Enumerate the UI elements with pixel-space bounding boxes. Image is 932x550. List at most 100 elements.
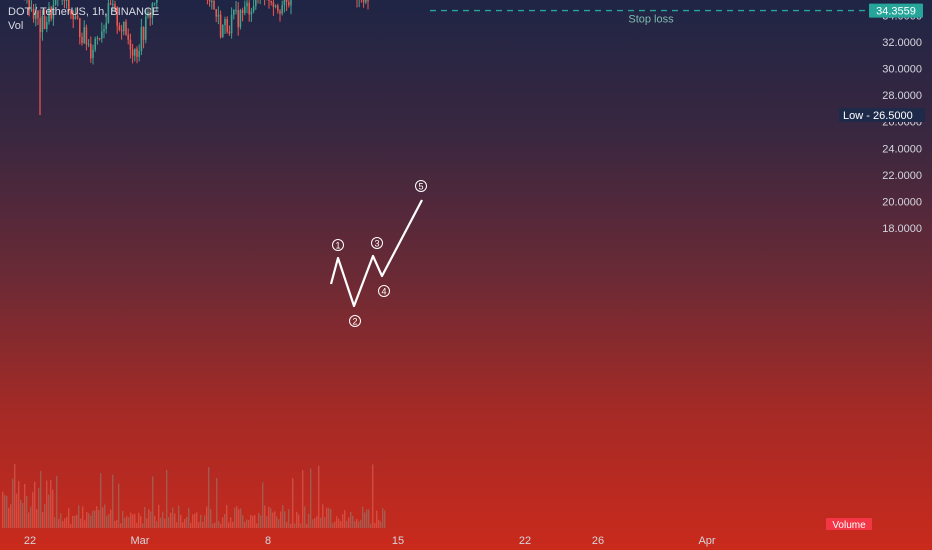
volume-bar	[180, 515, 182, 528]
x-tick-label: Apr	[698, 535, 715, 547]
candle	[255, 0, 257, 7]
volume-bar	[124, 517, 126, 528]
volume-bar	[120, 523, 122, 528]
candle	[90, 43, 92, 59]
volume-bar	[176, 522, 178, 528]
volume-bar	[246, 519, 248, 528]
volume-bar	[222, 517, 224, 528]
candle	[145, 16, 147, 40]
volume-bar	[352, 515, 354, 528]
volume-bar	[252, 516, 254, 528]
volume-bar	[66, 516, 68, 528]
volume-bar	[198, 522, 200, 528]
volume-bar	[136, 522, 138, 528]
volume-bar	[212, 523, 214, 528]
volume-bar	[220, 523, 222, 528]
volume-bar	[210, 508, 212, 528]
volume-bar	[218, 521, 220, 528]
candle	[35, 10, 37, 19]
volume-bar	[344, 510, 346, 528]
volume-bar	[348, 517, 350, 528]
volume-bar	[268, 506, 270, 528]
volume-bar	[206, 506, 208, 528]
volume-bar	[170, 512, 172, 528]
volume-bar	[44, 503, 46, 528]
volume-bar	[274, 511, 276, 528]
volume-bar	[148, 509, 150, 528]
candle	[74, 16, 77, 20]
volume-bar	[88, 513, 90, 528]
candle	[76, 16, 79, 19]
y-tick-label: 18.0000	[882, 223, 922, 235]
wave-label-ring	[378, 285, 390, 297]
volume-bar	[302, 470, 304, 528]
volume-bar	[196, 512, 198, 528]
volume-legend: Vol	[8, 20, 24, 32]
volume-bar	[194, 513, 196, 528]
volume-bar	[110, 509, 112, 528]
symbol-title[interactable]: DOT / TetherUS, 1h, BINANCE	[8, 6, 160, 18]
candle	[107, 3, 110, 23]
volume-bar	[192, 514, 194, 528]
candle	[43, 15, 46, 29]
candle	[68, 0, 70, 12]
candle	[65, 0, 68, 1]
volume-bar	[126, 516, 128, 528]
volume-bar	[152, 476, 154, 528]
volume-bar	[248, 519, 250, 528]
volume-bar	[116, 519, 118, 528]
candle	[244, 6, 246, 14]
low-badge-text: Low - 26.5000	[843, 110, 913, 122]
volume-bar	[48, 494, 50, 528]
candle	[288, 1, 290, 6]
volume-bar	[314, 518, 316, 528]
volume-bar	[158, 504, 160, 528]
volume-bar	[190, 522, 192, 528]
volume-bar	[250, 514, 252, 528]
volume-bar	[296, 511, 298, 528]
wave-pattern	[329, 199, 423, 308]
volume-bar	[28, 512, 30, 528]
volume-bar	[376, 510, 378, 528]
candle	[41, 15, 44, 33]
candle	[237, 10, 239, 28]
y-tick-label: 22.0000	[882, 170, 922, 182]
volume-bar	[80, 518, 82, 528]
volume-bar	[298, 514, 300, 528]
volume-bar	[74, 515, 76, 528]
volume-bar	[366, 509, 368, 528]
volume-bar	[12, 478, 14, 528]
candle	[362, 0, 365, 3]
volume-bar	[290, 523, 292, 528]
candle	[270, 0, 272, 3]
candle	[217, 14, 220, 17]
volume-bar	[182, 522, 184, 528]
volume-bar	[138, 512, 140, 528]
volume-bar	[346, 520, 348, 528]
volume-bar	[270, 508, 272, 528]
volume-bar	[238, 509, 240, 528]
candle	[151, 3, 154, 18]
volume-bar	[328, 507, 330, 528]
candle	[114, 3, 116, 8]
volume-bar	[316, 516, 318, 528]
volume-bar	[114, 520, 116, 528]
candle	[290, 0, 292, 6]
volume-bar	[78, 505, 80, 528]
volume-bar	[62, 521, 64, 528]
volume-bar	[4, 494, 6, 528]
candle	[285, 0, 288, 2]
volume-bar	[338, 518, 340, 528]
candle	[219, 14, 222, 38]
volume-bar	[94, 510, 96, 528]
candle	[70, 11, 72, 15]
x-tick-label: 15	[392, 535, 404, 547]
volume-bar	[232, 521, 234, 528]
volume-bar	[262, 482, 264, 528]
volume-bar	[318, 465, 320, 528]
volume-bar	[64, 518, 66, 528]
candle	[215, 9, 217, 17]
x-tick-label: 22	[24, 535, 36, 547]
